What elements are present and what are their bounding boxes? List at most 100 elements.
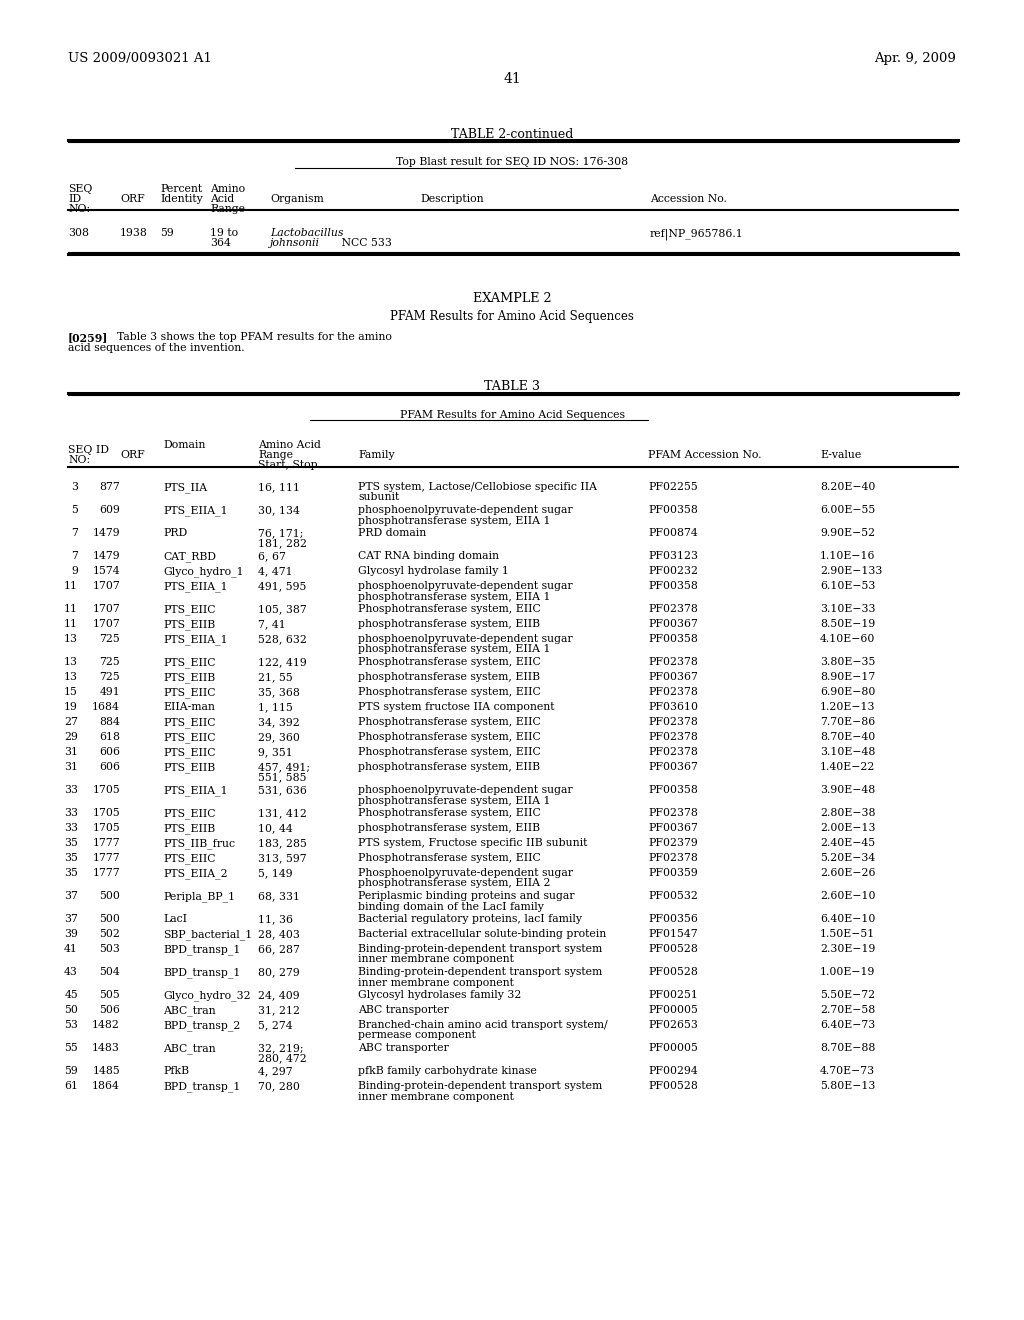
Text: 24, 409: 24, 409: [258, 990, 300, 1001]
Text: Glycosyl hydrolase family 1: Glycosyl hydrolase family 1: [358, 566, 509, 576]
Text: 531, 636: 531, 636: [258, 785, 307, 795]
Text: 1938: 1938: [120, 228, 147, 238]
Text: 59: 59: [65, 1067, 78, 1076]
Text: PTS_EIIA_2: PTS_EIIA_2: [163, 869, 227, 879]
Text: EXAMPLE 2: EXAMPLE 2: [473, 292, 551, 305]
Text: phosphotransferase system, EIIA 1: phosphotransferase system, EIIA 1: [358, 796, 551, 805]
Text: 13: 13: [63, 634, 78, 644]
Text: Amino Acid: Amino Acid: [258, 440, 321, 450]
Text: 11, 36: 11, 36: [258, 913, 293, 924]
Text: 35, 368: 35, 368: [258, 686, 300, 697]
Text: Peripla_BP_1: Peripla_BP_1: [163, 891, 236, 902]
Text: 502: 502: [99, 929, 120, 939]
Text: 61: 61: [63, 1081, 78, 1092]
Text: 2.90E−133: 2.90E−133: [820, 566, 883, 576]
Text: Apr. 9, 2009: Apr. 9, 2009: [874, 51, 956, 65]
Text: PF00358: PF00358: [648, 506, 698, 515]
Text: 1574: 1574: [92, 566, 120, 576]
Text: 1.10E−16: 1.10E−16: [820, 550, 876, 561]
Text: 8.20E−40: 8.20E−40: [820, 482, 876, 492]
Text: 2.40E−45: 2.40E−45: [820, 838, 876, 847]
Text: 725: 725: [99, 672, 120, 682]
Text: Phosphotransferase system, EIIC: Phosphotransferase system, EIIC: [358, 808, 541, 818]
Text: 9: 9: [71, 566, 78, 576]
Text: 6.90E−80: 6.90E−80: [820, 686, 876, 697]
Text: phosphotransferase system, EIIB: phosphotransferase system, EIIB: [358, 672, 540, 682]
Text: 19: 19: [65, 702, 78, 711]
Text: 3.10E−48: 3.10E−48: [820, 747, 876, 756]
Text: Accession No.: Accession No.: [650, 194, 727, 205]
Text: 505: 505: [99, 990, 120, 1001]
Text: 606: 606: [99, 762, 120, 772]
Text: 491, 595: 491, 595: [258, 581, 306, 591]
Text: ABC_tran: ABC_tran: [163, 1043, 216, 1053]
Text: 66, 287: 66, 287: [258, 944, 300, 954]
Text: phosphotransferase system, EIIA 1: phosphotransferase system, EIIA 1: [358, 644, 551, 655]
Text: 37: 37: [65, 891, 78, 902]
Text: Binding-protein-dependent transport system: Binding-protein-dependent transport syst…: [358, 968, 602, 977]
Text: NCC 533: NCC 533: [338, 238, 392, 248]
Text: 33: 33: [63, 808, 78, 818]
Text: 19 to: 19 to: [210, 228, 239, 238]
Text: Glyco_hydro_32: Glyco_hydro_32: [163, 990, 251, 1001]
Text: PF02379: PF02379: [648, 838, 697, 847]
Text: BPD_transp_1: BPD_transp_1: [163, 968, 241, 978]
Text: PF00359: PF00359: [648, 869, 697, 878]
Text: ABC_tran: ABC_tran: [163, 1005, 216, 1015]
Text: 7.70E−86: 7.70E−86: [820, 717, 876, 727]
Text: 4, 297: 4, 297: [258, 1067, 293, 1076]
Text: 5, 274: 5, 274: [258, 1020, 293, 1030]
Text: ABC transporter: ABC transporter: [358, 1005, 449, 1015]
Text: Amino: Amino: [210, 183, 245, 194]
Text: PF00528: PF00528: [648, 1081, 698, 1092]
Text: 45: 45: [65, 990, 78, 1001]
Text: NO:: NO:: [68, 455, 90, 465]
Text: 618: 618: [99, 733, 120, 742]
Text: 725: 725: [99, 657, 120, 667]
Text: 1479: 1479: [92, 528, 120, 539]
Text: phosphoenolpyruvate-dependent sugar: phosphoenolpyruvate-dependent sugar: [358, 581, 572, 591]
Text: PF00294: PF00294: [648, 1067, 697, 1076]
Text: PTS_EIIC: PTS_EIIC: [163, 686, 215, 698]
Text: 609: 609: [99, 506, 120, 515]
Text: 80, 279: 80, 279: [258, 968, 300, 977]
Text: 6, 67: 6, 67: [258, 550, 286, 561]
Text: 1.20E−13: 1.20E−13: [820, 702, 876, 711]
Text: PTS_EIIC: PTS_EIIC: [163, 733, 215, 743]
Text: Organism: Organism: [270, 194, 324, 205]
Text: 877: 877: [99, 482, 120, 492]
Text: 43: 43: [65, 968, 78, 977]
Text: 884: 884: [99, 717, 120, 727]
Text: 30, 134: 30, 134: [258, 506, 300, 515]
Text: permease component: permease component: [358, 1031, 476, 1040]
Text: PTS system fructose IIA component: PTS system fructose IIA component: [358, 702, 555, 711]
Text: 4.10E−60: 4.10E−60: [820, 634, 876, 644]
Text: PF00367: PF00367: [648, 619, 698, 630]
Text: 11: 11: [63, 619, 78, 630]
Text: Bacterial extracellular solute-binding protein: Bacterial extracellular solute-binding p…: [358, 929, 606, 939]
Text: PTS_EIIB: PTS_EIIB: [163, 619, 215, 630]
Text: 10, 44: 10, 44: [258, 822, 293, 833]
Text: binding domain of the LacI family: binding domain of the LacI family: [358, 902, 544, 912]
Text: phosphotransferase system, EIIA 2: phosphotransferase system, EIIA 2: [358, 879, 551, 888]
Text: PTS_EIIA_1: PTS_EIIA_1: [163, 634, 227, 644]
Text: SEQ ID: SEQ ID: [68, 445, 109, 455]
Text: Phosphotransferase system, EIIC: Phosphotransferase system, EIIC: [358, 747, 541, 756]
Text: Lactobacillus: Lactobacillus: [270, 228, 343, 238]
Text: 1.50E−51: 1.50E−51: [820, 929, 876, 939]
Text: PTS_EIIC: PTS_EIIC: [163, 717, 215, 727]
Text: 55: 55: [65, 1043, 78, 1053]
Text: 28, 403: 28, 403: [258, 929, 300, 939]
Text: PTS_EIIB: PTS_EIIB: [163, 672, 215, 682]
Text: 9, 351: 9, 351: [258, 747, 293, 756]
Text: 1705: 1705: [92, 785, 120, 795]
Text: 6.40E−73: 6.40E−73: [820, 1020, 876, 1030]
Text: 500: 500: [99, 891, 120, 902]
Text: 11: 11: [63, 581, 78, 591]
Text: PF02378: PF02378: [648, 605, 698, 614]
Text: 1684: 1684: [92, 702, 120, 711]
Text: 50: 50: [65, 1005, 78, 1015]
Text: 7: 7: [71, 528, 78, 539]
Text: 551, 585: 551, 585: [258, 772, 306, 783]
Text: 11: 11: [63, 605, 78, 614]
